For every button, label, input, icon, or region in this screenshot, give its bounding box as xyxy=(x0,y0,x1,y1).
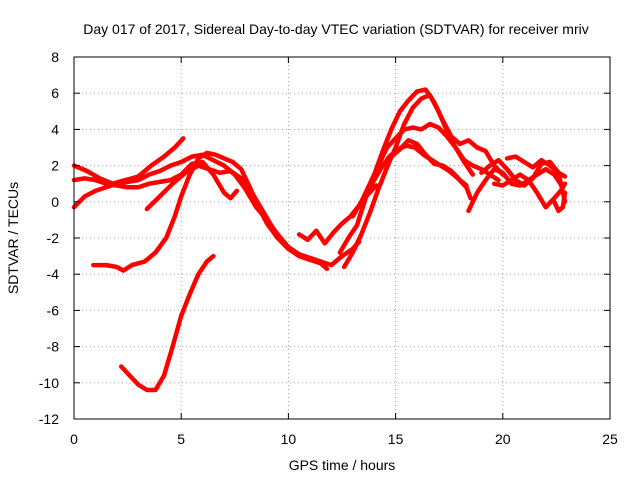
x-tick-label: 20 xyxy=(495,431,511,447)
y-tick-label: 8 xyxy=(51,49,59,65)
y-tick-label: -12 xyxy=(39,411,59,427)
x-tick-label: 5 xyxy=(177,431,185,447)
series-line-track-15 xyxy=(504,154,568,205)
y-tick-label: -2 xyxy=(47,230,60,246)
series-line-track-3 xyxy=(71,159,240,201)
y-tick-label: -6 xyxy=(47,302,60,318)
x-tick-label: 15 xyxy=(388,431,404,447)
x-tick-label: 0 xyxy=(70,431,78,447)
series-line-track-11 xyxy=(389,138,469,188)
grid-layer xyxy=(74,57,610,419)
chart-title: Day 017 of 2017, Sidereal Day-to-day VTE… xyxy=(83,21,588,37)
series-line-track-14 xyxy=(491,172,568,210)
y-tick-label: 6 xyxy=(51,85,59,101)
x-tick-label: 10 xyxy=(281,431,297,447)
y-tick-label: -4 xyxy=(47,266,60,282)
y-tick-label: 0 xyxy=(51,194,59,210)
x-tick-label: 25 xyxy=(602,431,618,447)
y-tick-label: -10 xyxy=(39,375,59,391)
y-tick-label: -8 xyxy=(47,339,60,355)
series-line-track-8 xyxy=(341,92,501,270)
tick-layer: 0 5 10 15 20 25 -12 -10 -8 -6 -4 -2 0 2 4 6 8 xyxy=(39,49,618,447)
series-line-track-12 xyxy=(466,166,566,214)
y-axis-label: SDTVAR / TECUs xyxy=(5,182,21,294)
y-tick-label: 4 xyxy=(51,121,59,137)
series-line-track-6 xyxy=(118,253,216,393)
series-layer xyxy=(71,87,568,393)
series-line-track-16 xyxy=(552,190,568,214)
y-tick-label: 2 xyxy=(51,158,59,174)
series-line-track-17 xyxy=(296,183,379,246)
series-line-track-1 xyxy=(71,136,186,186)
series-line-track-9 xyxy=(350,121,476,219)
series-line-track-5 xyxy=(144,163,298,255)
x-axis-label: GPS time / hours xyxy=(289,457,396,473)
